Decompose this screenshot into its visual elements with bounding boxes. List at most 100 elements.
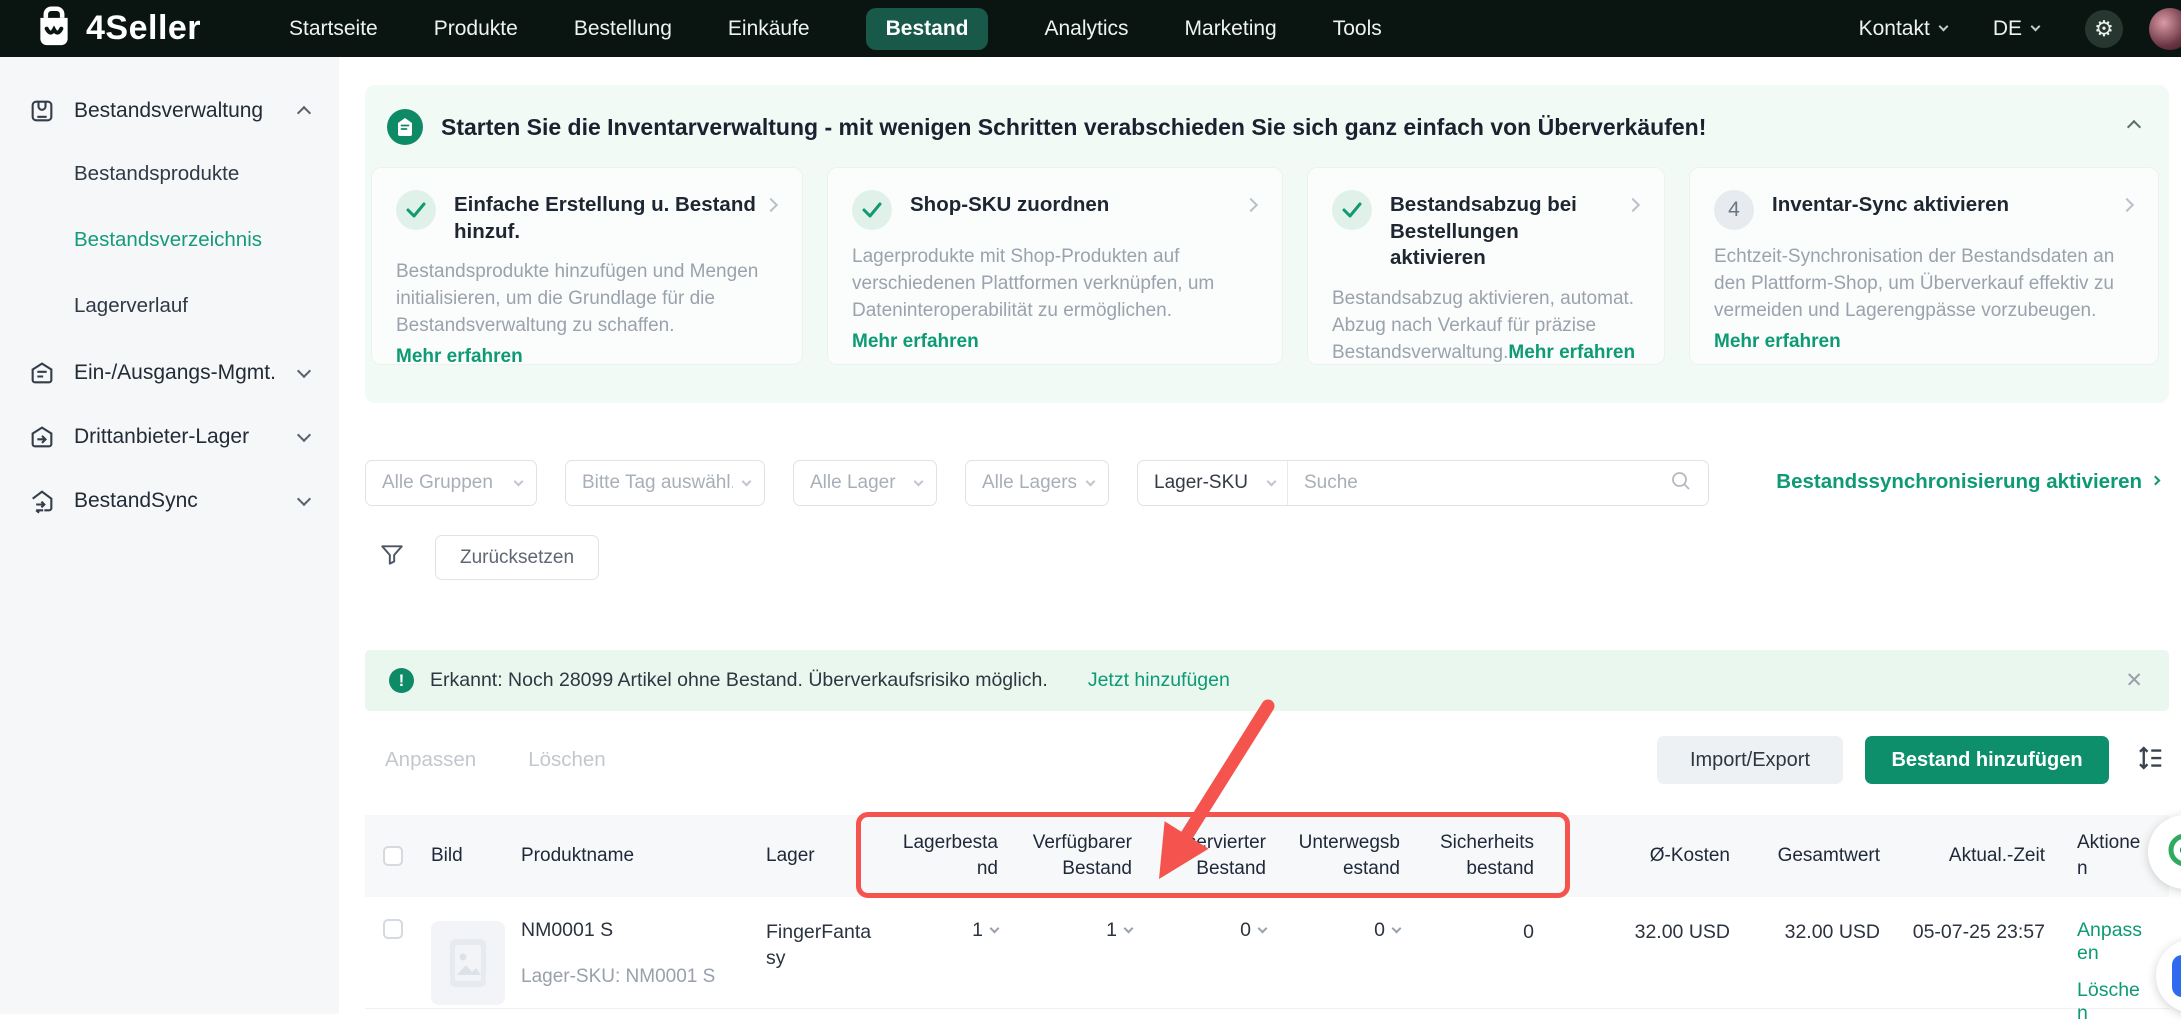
sidebar-item-ein-ausgangs-mgmt[interactable]: Ein-/Ausgangs-Mgmt.	[0, 349, 339, 397]
nav-item-bestellung[interactable]: Bestellung	[573, 16, 672, 40]
avg-cost-value: 32.00 USD	[1634, 921, 1730, 943]
transit-qty-dropdown[interactable]: 0	[1374, 919, 1402, 942]
banner-title: Starten Sie die Inventarverwaltung - mit…	[441, 113, 1707, 140]
feedback-icon: ▶	[2172, 955, 2181, 997]
column-header-lager: Lager	[766, 845, 815, 867]
tag-filter-select[interactable]: Bitte Tag auswähl...	[565, 460, 765, 506]
chevron-down-icon[interactable]	[296, 363, 312, 379]
total-value: 32.00 USD	[1784, 921, 1880, 943]
sidebar-item-bestandsverwaltung[interactable]: Bestandsverwaltung	[0, 87, 339, 135]
step-description: Echtzeit-Synchronisation der Bestandsdat…	[1714, 246, 2115, 321]
step-description-text: Bestandsabzug aktivieren, automat. Abzug…	[1332, 287, 1635, 363]
sidebar-item-drittanbieter-lager[interactable]: Drittanbieter-Lager	[0, 413, 339, 461]
step-description: Lagerprodukte mit Shop-Produkten auf ver…	[852, 246, 1215, 321]
search-input[interactable]	[1304, 472, 1670, 494]
bulk-adjust-button-disabled[interactable]: Anpassen	[385, 748, 477, 771]
filter-funnel-icon[interactable]	[379, 542, 405, 573]
close-icon[interactable]: ✕	[2125, 669, 2143, 692]
step-card-2[interactable]: Shop-SKU zuordnen Lagerprodukte mit Shop…	[827, 167, 1283, 365]
banner-collapse-button[interactable]	[2126, 118, 2142, 137]
chevron-down-icon	[513, 476, 524, 486]
sidebar-item-bestandsprodukte[interactable]: Bestandsprodukte	[0, 151, 339, 197]
nav-item-analytics[interactable]: Analytics	[1044, 16, 1129, 40]
search-field-value: Lager-SKU	[1154, 472, 1248, 493]
table-row: NM0001 S Lager-SKU: NM0001 S FingerFanta…	[365, 897, 2169, 1024]
product-name[interactable]: NM0001 S	[521, 919, 614, 941]
row-checkbox[interactable]	[383, 919, 403, 939]
sidebar-item-lagerverlauf[interactable]: Lagerverlauf	[0, 283, 339, 329]
group-filter-value: Alle Gruppen	[382, 472, 493, 493]
language-menu[interactable]: DE	[1992, 16, 2041, 41]
chevron-down-icon[interactable]	[296, 427, 312, 443]
step-card-3[interactable]: Bestandsabzug bei Bestellungen aktiviere…	[1307, 167, 1665, 365]
available-qty-dropdown[interactable]: 1	[1106, 919, 1134, 942]
sidebar-sub-label: Bestandsverzeichnis	[74, 228, 263, 251]
nav-item-einkaeufe[interactable]: Einkäufe	[727, 16, 810, 40]
nav-item-bestand-active[interactable]: Bestand	[865, 7, 989, 50]
inventory-badge-icon	[387, 109, 423, 145]
learn-more-link[interactable]: Mehr erfahren	[396, 346, 523, 368]
reset-filters-button[interactable]: Zurücksetzen	[435, 535, 599, 580]
search-field-select[interactable]: Lager-SKU	[1138, 461, 1288, 505]
add-stock-button[interactable]: Bestand hinzufügen	[1865, 736, 2109, 784]
chevron-up-icon[interactable]	[296, 105, 312, 121]
chevron-up-icon	[2126, 119, 2142, 134]
group-filter-select[interactable]: Alle Gruppen	[365, 460, 537, 506]
chevron-down-icon	[2030, 21, 2041, 32]
import-export-button[interactable]: Import/Export	[1657, 736, 1843, 784]
settings-gear-button[interactable]: ⚙	[2085, 9, 2123, 48]
kontakt-menu[interactable]: Kontakt	[1859, 17, 1949, 41]
warning-exclamation-icon: !	[389, 668, 414, 693]
search-icon[interactable]	[1670, 470, 1692, 497]
language-label: DE	[1992, 16, 2022, 40]
location-filter-select[interactable]: Alle Lagerst...	[965, 460, 1109, 506]
row-adjust-link[interactable]: Anpassen	[2077, 919, 2143, 964]
product-sku: Lager-SKU: NM0001 S	[521, 966, 716, 987]
learn-more-link[interactable]: Mehr erfahren	[1714, 330, 1841, 352]
learn-more-link[interactable]: Mehr erfahren	[1508, 341, 1636, 363]
stock-warning-alert: ! Erkannt: Noch 28099 Artikel ohne Besta…	[365, 650, 2169, 711]
step-card-4[interactable]: 4 Inventar-Sync aktivieren Echtzeit-Sync…	[1689, 167, 2159, 365]
inventory-sync-link[interactable]: Bestandssynchronisierung aktivieren	[1776, 470, 2161, 494]
sidebar-item-bestandsverzeichnis-active[interactable]: Bestandsverzeichnis	[0, 217, 339, 263]
warehouse-filter-value: Alle Lager	[810, 472, 896, 493]
chevron-down-icon[interactable]	[296, 491, 312, 507]
row-delete-link[interactable]: Löschen	[2077, 979, 2140, 1024]
sidebar-item-label: BestandSync	[74, 489, 198, 512]
chevron-down-icon	[1938, 21, 1949, 32]
main-nav: Startseite Produkte Bestellung Einkäufe …	[289, 7, 1382, 50]
chevron-down-icon	[1257, 923, 1268, 934]
nav-item-startseite[interactable]: Startseite	[289, 16, 378, 40]
column-header-bild: Bild	[431, 845, 463, 867]
bulk-delete-button-disabled[interactable]: Löschen	[528, 748, 606, 771]
sidebar-item-bestandsync[interactable]: BestandSync	[0, 477, 339, 525]
sidebar-sub-label: Bestandsprodukte	[74, 162, 240, 185]
warehouse-filter-select[interactable]: Alle Lager	[793, 460, 937, 506]
column-header-aktionen: Aktionen	[2077, 832, 2141, 879]
column-settings-icon[interactable]	[2135, 743, 2165, 778]
user-avatar[interactable]	[2149, 7, 2181, 50]
navbar-right: Kontakt DE ⚙	[1859, 7, 2181, 50]
chevron-down-icon	[913, 476, 924, 486]
step-done-check-icon	[852, 190, 892, 230]
column-header-produktname: Produktname	[521, 845, 635, 867]
sidebar-item-label: Drittanbieter-Lager	[74, 425, 250, 448]
nav-item-produkte[interactable]: Produkte	[433, 16, 518, 40]
select-all-checkbox[interactable]	[383, 846, 403, 866]
step-card-1[interactable]: Einfache Erstellung u. Bestand hinzuf. B…	[371, 167, 803, 368]
step-title: Bestandsabzug bei Bestellungen aktiviere…	[1390, 193, 1577, 270]
nav-item-tools[interactable]: Tools	[1332, 16, 1382, 40]
in-out-box-icon	[28, 359, 56, 387]
support-chat-icon	[2165, 830, 2181, 875]
add-now-link[interactable]: Jetzt hinzufügen	[1087, 669, 1230, 691]
chevron-down-icon	[1391, 923, 1402, 934]
toolbar-right: Import/Export Bestand hinzufügen	[1657, 736, 2169, 784]
learn-more-link[interactable]: Mehr erfahren	[852, 330, 979, 352]
step-title: Inventar-Sync aktivieren	[1772, 193, 2009, 216]
filter-bar: Alle Gruppen Bitte Tag auswähl... Alle L…	[365, 460, 1709, 506]
reserved-qty-dropdown[interactable]: 0	[1240, 919, 1268, 942]
brand-logo[interactable]: 4Seller	[34, 4, 201, 53]
stock-qty-dropdown[interactable]: 1	[972, 919, 1000, 942]
nav-item-marketing[interactable]: Marketing	[1184, 16, 1277, 40]
chevron-down-icon	[1123, 923, 1134, 934]
